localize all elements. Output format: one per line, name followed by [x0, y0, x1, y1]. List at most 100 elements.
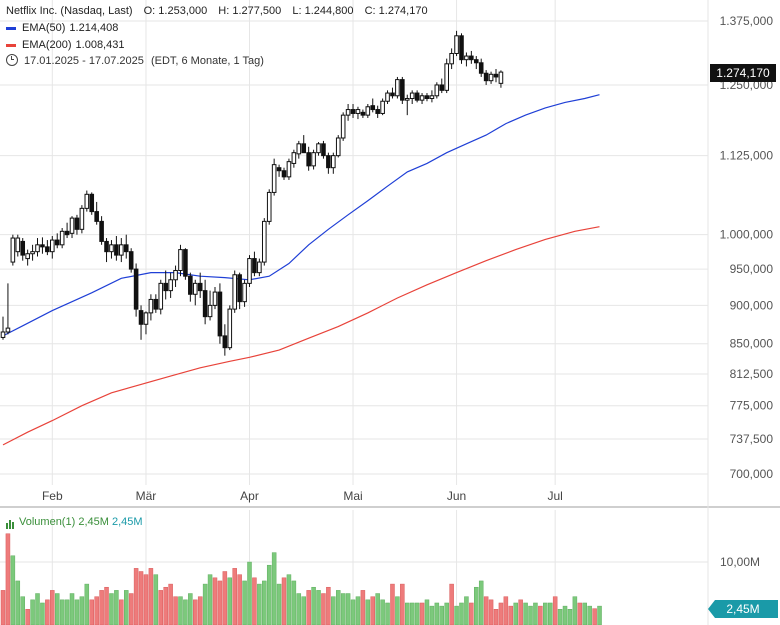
candle-down — [123, 244, 129, 253]
volume-bar — [518, 599, 523, 625]
candle-up — [409, 92, 415, 100]
volume-bar — [84, 583, 90, 625]
volume-bar — [385, 602, 390, 625]
candle-up — [488, 73, 494, 82]
volume-bar — [281, 577, 287, 625]
candle-down — [163, 282, 168, 292]
range-info: (EDT, 6 Monate, 1 Tag) — [150, 55, 264, 67]
candle-up — [335, 137, 341, 157]
volume-bar — [54, 593, 60, 625]
volume-bar — [104, 586, 109, 625]
volume-legend[interactable]: Volumen(1) 2,45M 2,45M — [6, 516, 143, 529]
volume-bar — [331, 596, 336, 625]
candle-down — [306, 152, 311, 167]
candle-up — [207, 304, 213, 318]
candle-up — [232, 274, 238, 310]
candle-up — [444, 63, 449, 91]
volume-bar — [493, 609, 499, 625]
volume-bars-icon — [6, 517, 15, 529]
candle-down — [493, 73, 499, 78]
ema50-label: EMA(50) — [22, 22, 66, 34]
volume-bar — [340, 593, 346, 625]
volume-bar — [419, 602, 425, 625]
candle-down — [424, 95, 430, 100]
candle-up — [5, 327, 11, 333]
candle-down — [104, 240, 109, 253]
candle-down — [202, 290, 208, 318]
volume-bar — [89, 599, 94, 625]
volume-bar — [326, 586, 331, 625]
candle-up — [261, 220, 267, 263]
candle-up — [331, 155, 336, 169]
volume-bar — [321, 593, 326, 625]
candle-up — [385, 92, 390, 102]
volume-bar — [375, 593, 380, 625]
volume-bar — [488, 599, 494, 625]
candle-down — [252, 258, 257, 274]
time-range-legend[interactable]: 17.01.2025 - 17.07.2025 (EDT, 6 Monate, … — [6, 54, 264, 67]
candle-up — [419, 95, 425, 101]
clock-icon — [6, 54, 18, 66]
volume-bar — [306, 590, 311, 625]
volume-bar — [202, 583, 208, 625]
volume-bar — [572, 596, 578, 625]
volume-bar — [577, 602, 583, 625]
volume-bar — [587, 605, 592, 625]
volume-bar — [217, 580, 223, 625]
candle-down — [459, 35, 464, 61]
candle-up — [109, 244, 114, 253]
volume-bar — [153, 574, 159, 625]
volume-bar — [592, 608, 597, 625]
volume-bar — [390, 583, 395, 625]
volume-bar — [5, 533, 11, 625]
candle-up — [380, 100, 385, 114]
volume-bar — [370, 596, 375, 625]
volume-bar — [99, 590, 104, 625]
ema50-swatch — [6, 26, 16, 30]
volume-bar — [20, 596, 25, 625]
volume-bar — [365, 599, 371, 625]
candle-up — [464, 55, 469, 61]
volume-bar — [168, 583, 173, 625]
candle-down — [74, 217, 80, 230]
volume-bar — [296, 593, 302, 625]
volume-bar — [173, 596, 178, 625]
ema200-line — [2, 226, 600, 446]
volume-bar — [262, 580, 267, 625]
volume-bar — [380, 599, 385, 625]
volume-bar — [35, 593, 40, 625]
volume-bar — [212, 577, 218, 625]
candle-up — [30, 251, 35, 255]
candle-up — [449, 52, 454, 65]
volume-bar — [197, 596, 203, 625]
volume-bar — [79, 596, 85, 625]
candle-down — [222, 335, 228, 349]
volume-bar — [414, 602, 420, 625]
volume-bar — [395, 596, 400, 625]
price-tick-label: 950,000 — [730, 262, 774, 276]
candle-up — [212, 291, 218, 306]
ema200-label: EMA(200) — [22, 39, 72, 51]
volume-bar — [533, 602, 538, 625]
volume-bar — [257, 583, 262, 625]
volume-bar — [207, 574, 213, 625]
candle-down — [20, 240, 26, 256]
volume-bar — [188, 593, 193, 625]
date-range: 17.01.2025 - 17.07.2025 — [24, 55, 144, 67]
volume-bar — [444, 602, 449, 625]
price-tick-label: 850,000 — [730, 337, 774, 351]
high-value: H: 1.277,500 — [218, 5, 282, 17]
volume-bar — [109, 593, 114, 625]
volume-bar — [119, 599, 124, 625]
volume-bar — [271, 552, 277, 625]
volume-bar — [69, 593, 75, 625]
ema200-value: 1.008,431 — [75, 39, 125, 51]
ema200-legend[interactable]: EMA(200) 1.008,431 — [6, 39, 124, 51]
volume-value-1: 2,45M — [78, 516, 109, 528]
ema50-legend[interactable]: EMA(50) 1.214,408 — [6, 22, 118, 34]
volume-bar — [335, 590, 341, 625]
candle-up — [168, 279, 173, 292]
last-volume-tag: 2,45M — [708, 600, 778, 618]
volume-bar — [503, 596, 509, 625]
candle-up — [69, 217, 75, 234]
